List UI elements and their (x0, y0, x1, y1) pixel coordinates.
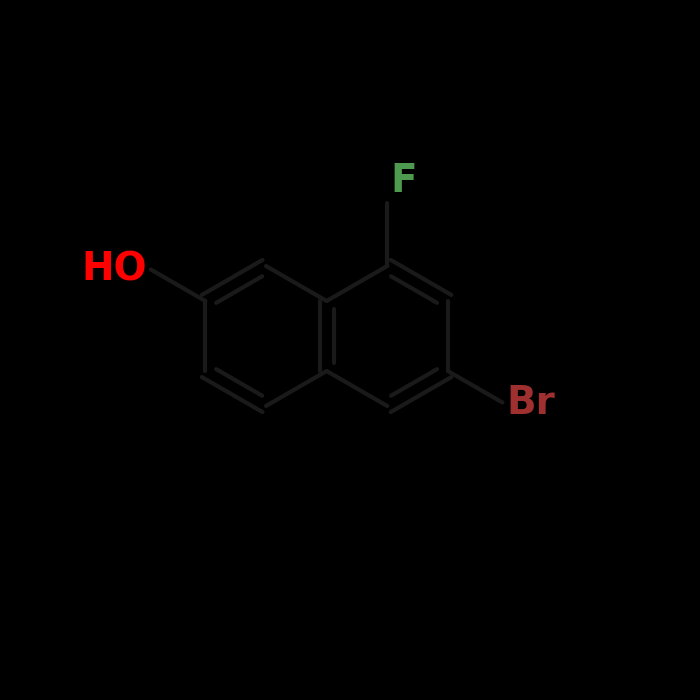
Text: F: F (391, 162, 417, 200)
Text: HO: HO (82, 251, 147, 288)
Text: Br: Br (506, 384, 554, 421)
